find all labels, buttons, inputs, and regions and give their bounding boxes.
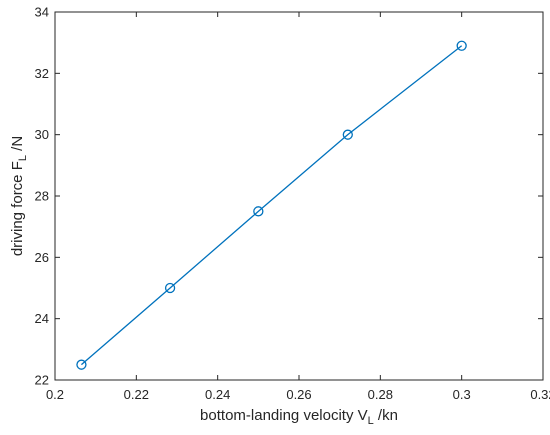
y-tick-label: 26: [35, 250, 49, 265]
data-point: [456, 40, 467, 51]
x-tick-label: 0.22: [124, 387, 149, 402]
label-main: bottom-landing velocity V: [200, 407, 368, 424]
data-point: [76, 359, 87, 370]
x-tick-label: 0.3: [453, 387, 471, 402]
x-tick-label: 0.2: [46, 387, 64, 402]
y-tick-label: 34: [35, 5, 49, 20]
series: [76, 40, 467, 370]
y-tick-label: 24: [35, 311, 49, 326]
data-point: [164, 282, 176, 294]
series-line: [81, 45, 463, 366]
label-unit: /N: [9, 136, 26, 155]
label-subscript: L: [368, 415, 374, 427]
ticks: 0.2 0.22 0.24 0.26 0.28 0.3 0.32 22 24 26 28 30 32 34: [35, 5, 550, 403]
x-tick-label: 0.24: [205, 387, 230, 402]
x-tick-label: 0.28: [368, 387, 393, 402]
data-point: [342, 129, 353, 140]
y-axis-label: driving force FL /N: [9, 136, 29, 256]
y-tick-label: 22: [35, 373, 49, 388]
label-subscript: L: [17, 155, 29, 161]
y-tick-label: 28: [35, 189, 49, 204]
label-main: driving force F: [9, 161, 26, 256]
data-point: [253, 206, 264, 217]
y-tick-label: 30: [35, 127, 49, 142]
x-tick-label: 0.26: [286, 387, 311, 402]
plot-area: [54, 11, 544, 381]
label-unit: /kn: [374, 407, 398, 424]
x-tick-label: 0.32: [530, 387, 550, 402]
x-axis-label: bottom-landing velocity VL /kn: [200, 407, 398, 427]
y-tick-label: 32: [35, 66, 49, 81]
